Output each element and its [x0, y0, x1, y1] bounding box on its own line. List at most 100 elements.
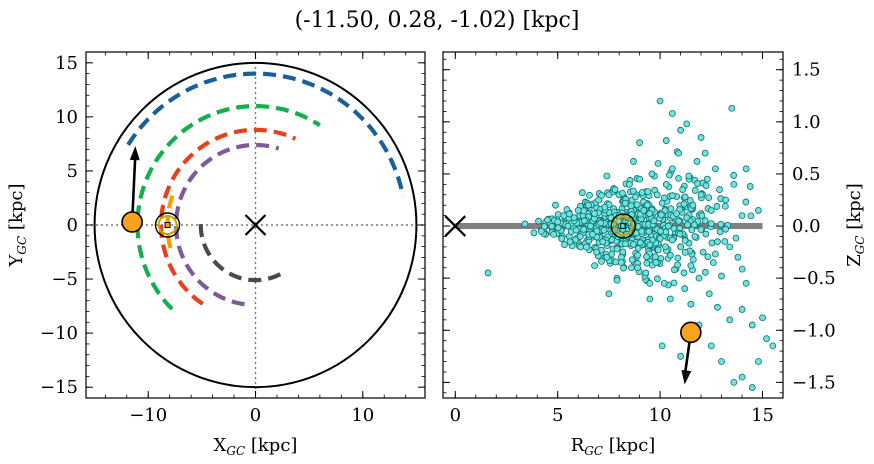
scatter-point	[734, 253, 742, 261]
scatter-point	[680, 269, 688, 277]
left-plot-area	[86, 52, 425, 398]
x-tick-label: 0	[450, 405, 461, 426]
scatter-point	[721, 238, 729, 245]
scatter-point	[755, 207, 762, 214]
scatter-point	[769, 342, 777, 350]
scatter-point	[688, 226, 696, 234]
scatter-point	[619, 248, 627, 256]
scatter-point	[554, 218, 562, 226]
scatter-point	[634, 264, 641, 272]
scatter-point	[726, 243, 734, 251]
scatter-point	[679, 186, 687, 193]
scatter-point	[707, 220, 715, 228]
scatter-point	[628, 256, 636, 264]
scatter-point	[591, 210, 598, 217]
scatter-point	[693, 158, 701, 165]
scatter-point	[634, 251, 641, 259]
scatter-point	[670, 279, 678, 287]
scatter-point	[701, 268, 709, 276]
scatter-point	[681, 237, 689, 244]
y-tick-label: 1.0	[792, 112, 821, 133]
scatter-point	[636, 175, 644, 183]
galactic-center-marker	[444, 215, 467, 237]
scatter-point	[560, 212, 568, 220]
scatter-point	[681, 285, 689, 292]
scatter-point	[619, 189, 626, 197]
scatter-point	[730, 172, 738, 179]
spiral-arm-6	[165, 191, 176, 249]
scatter-point	[484, 269, 492, 277]
scatter-point	[653, 191, 661, 199]
scatter-point	[658, 342, 666, 350]
scatter-point	[577, 243, 584, 251]
scatter-point	[722, 196, 730, 204]
scatter-point	[714, 303, 721, 311]
scatter-point	[732, 234, 740, 242]
y-tick-label: 1.5	[792, 60, 821, 81]
scatter-point	[707, 207, 715, 214]
scatter-point	[709, 259, 717, 266]
scatter-point	[656, 235, 664, 242]
scatter-point	[654, 160, 662, 167]
y-tick-label: 0.5	[792, 164, 821, 185]
scatter-point	[674, 254, 682, 262]
scatter-point	[681, 193, 689, 201]
scatter-point	[746, 183, 754, 190]
velocity-arrow-shaft	[130, 154, 137, 223]
scatter-point	[629, 187, 637, 195]
scatter-point	[598, 257, 605, 265]
scatter-point	[638, 189, 646, 196]
rz-plane-panel: 0 5 10 15 −1.5 −1.0 −0.5 0.0 0.5 1.0 1.5 RGC [kpc] Z…	[442, 51, 867, 458]
x-tick-label: 10	[351, 405, 374, 426]
scatter-point	[646, 279, 654, 287]
scatter-point	[574, 207, 582, 214]
scatter-point	[703, 175, 711, 183]
scatter-point	[716, 228, 724, 236]
scatter-point	[603, 253, 611, 261]
y-tick-label: −1.5	[792, 372, 836, 393]
scatter-point	[704, 253, 712, 261]
sun-inner-ring	[613, 216, 634, 237]
y-tick-label: 0	[67, 215, 78, 236]
scatter-point	[660, 279, 668, 287]
sun-marker	[154, 212, 181, 238]
x-tick-label: 0	[250, 405, 261, 426]
scatter-point	[680, 200, 688, 208]
scatter-point	[589, 230, 596, 238]
x-tick-label: −10	[129, 405, 167, 426]
scatter-point	[705, 194, 713, 202]
scatter-point	[712, 165, 719, 173]
sun-marker	[610, 213, 636, 239]
scatter-point	[748, 321, 756, 329]
scatter-point	[652, 259, 660, 266]
scatter-point	[662, 243, 669, 251]
xy-plane-panel: −10 0 10 −15 −10 −5 0 5 10 15 XGC [kpc] YGC [kpc]	[6, 51, 426, 458]
scatter-point	[605, 191, 613, 199]
object-marker	[121, 211, 143, 233]
right-y-axis-label: ZGC [kpc]	[844, 183, 867, 267]
scatter-point	[638, 227, 646, 235]
scatter-point	[630, 158, 637, 165]
scatter-point	[668, 165, 676, 173]
left-y-axis-label: YGC [kpc]	[6, 184, 29, 268]
scatter-point	[668, 236, 676, 244]
scatter-point	[554, 224, 562, 232]
scatter-point	[674, 261, 681, 269]
scatter-point	[605, 290, 613, 298]
scatter-point	[628, 264, 635, 272]
scatter-point	[646, 241, 654, 249]
scatter-point	[747, 212, 755, 220]
scatter-point	[576, 233, 584, 240]
scatter-point	[643, 259, 651, 267]
scatter-point	[687, 300, 695, 308]
scatter-point	[684, 221, 691, 229]
y-tick-label: 15	[55, 53, 78, 74]
scatter-point	[578, 189, 586, 197]
sun-center-mark	[164, 222, 171, 228]
scatter-point	[645, 228, 653, 235]
scatter-point	[742, 279, 750, 287]
scatter-point	[585, 201, 592, 209]
scatter-point	[742, 198, 750, 206]
scatter-point	[601, 203, 609, 211]
scatter-point	[646, 210, 654, 217]
